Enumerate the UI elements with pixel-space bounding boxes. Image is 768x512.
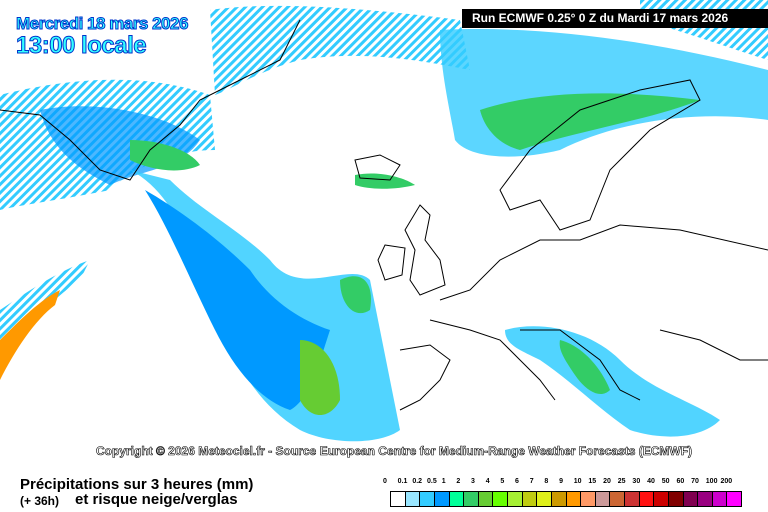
- legend-swatch: [449, 492, 465, 506]
- legend-tick-label: 0.2: [412, 478, 423, 485]
- coastline-greenland: [0, 19, 301, 181]
- rain-core-west: [130, 140, 200, 171]
- legend-swatch: [581, 492, 596, 506]
- rain-area-mediterranean: [505, 326, 720, 437]
- rain-band-atlantic-heavy: [300, 340, 340, 415]
- legend-swatch: [727, 492, 741, 506]
- legend-swatch: [405, 492, 421, 506]
- legend-swatch: [508, 492, 523, 506]
- legend-tick-label: 8: [544, 478, 549, 485]
- coastline-iceland: [354, 154, 401, 181]
- legend-tick-label: 60: [676, 478, 685, 485]
- rain-area-north: [440, 29, 768, 157]
- rain-core-north: [480, 93, 700, 150]
- forecast-lead-time: (+ 36h): [20, 494, 60, 508]
- precipitation-areas: [0, 0, 768, 442]
- rain-area-iceland: [355, 173, 415, 189]
- legend-tick-label: 50: [661, 478, 670, 485]
- coastlines-and-borders: [0, 19, 768, 411]
- rain-band-atlantic-core: [145, 190, 330, 410]
- legend-panel: Précipitations sur 3 heures (mm) (+ 36h)…: [0, 462, 768, 512]
- legend-tick-label: 0.1: [397, 478, 408, 485]
- legend-subtitle: et risque neige/verglas: [75, 491, 238, 508]
- precipitation-map: [0, 0, 768, 442]
- legend-tick-label: 100: [705, 478, 718, 485]
- color-scale: [390, 491, 742, 507]
- legend-swatch: [551, 492, 567, 506]
- legend-swatch: [639, 492, 655, 506]
- snow-band-southwest: [0, 260, 90, 360]
- legend-tick-label: 70: [691, 478, 699, 485]
- legend-tick-label: 5: [500, 478, 505, 485]
- legend-tick-label: 30: [632, 478, 641, 485]
- coastline-scandinavia: [499, 79, 701, 231]
- legend-swatch: [537, 492, 552, 506]
- legend-swatch: [478, 492, 494, 506]
- legend-swatch: [654, 492, 669, 506]
- legend-swatch: [625, 492, 640, 506]
- legend-swatch: [712, 492, 728, 506]
- legend-tick-label: 15: [588, 478, 597, 485]
- rain-core-mediterranean: [559, 340, 610, 395]
- rain-cell-atlantic: [340, 276, 371, 314]
- legend-swatch: [522, 492, 538, 506]
- legend-tick-label: 7: [529, 478, 534, 485]
- legend-tick-label: 0.5: [427, 478, 437, 485]
- legend-tick-label: 10: [573, 478, 582, 485]
- legend-tick-label: 2: [456, 478, 461, 485]
- legend-swatch: [420, 492, 435, 506]
- coastline-continent: [399, 224, 768, 411]
- legend-tick-label: 0: [383, 478, 387, 485]
- legend-tick-labels: 0 0.1 0.2 0.5 1 2 3 4 5 6 7 8 9 10 15 20 25 30 40 50 60 70 100…: [383, 478, 735, 490]
- legend-swatch: [698, 492, 713, 506]
- legend-title: Précipitations sur 3 heures (mm): [20, 476, 254, 493]
- legend-swatch: [683, 492, 699, 506]
- forecast-time: 13:00 locale: [15, 32, 147, 60]
- legend-tick-label: 25: [617, 478, 626, 485]
- legend-swatch: [391, 492, 406, 506]
- legend-tick-label: 20: [603, 478, 611, 485]
- legend-tick-label: 6: [515, 478, 519, 485]
- legend-swatch: [434, 492, 450, 506]
- copyright-text: Copyright © 2026 Meteociel.fr - Source E…: [96, 444, 693, 459]
- legend-swatch: [566, 492, 582, 506]
- coastline-britain: [404, 204, 446, 296]
- legend-swatch: [610, 492, 625, 506]
- rain-band-southwest: [0, 290, 60, 380]
- legend-swatch: [493, 492, 508, 506]
- legend-tick-label: 4: [485, 478, 490, 485]
- coastline-ireland: [377, 244, 406, 281]
- legend-swatch: [668, 492, 684, 506]
- forecast-date: Mercredi 18 mars 2026: [16, 14, 189, 34]
- legend-tick-label: 40: [647, 478, 655, 485]
- model-run-label: Run ECMWF 0.25° 0 Z du Mardi 17 mars 202…: [462, 9, 768, 28]
- legend-tick-label: 1: [441, 478, 446, 485]
- legend-swatch: [464, 492, 479, 506]
- legend-tick-label: 3: [471, 478, 475, 485]
- snow-area-north: [210, 5, 470, 95]
- legend-swatch: [595, 492, 611, 506]
- legend-tick-label: 200: [720, 478, 733, 485]
- legend-tick-label: 9: [559, 478, 563, 485]
